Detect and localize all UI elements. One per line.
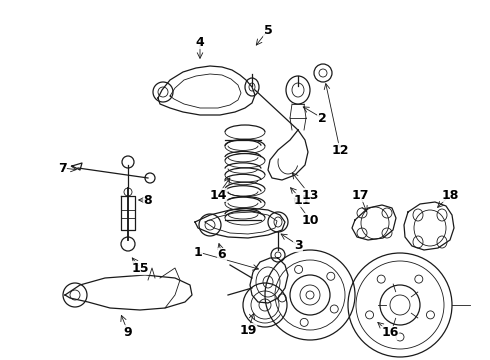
Text: 17: 17: [351, 189, 369, 202]
Text: 10: 10: [301, 213, 319, 226]
Text: 18: 18: [441, 189, 459, 202]
Text: 15: 15: [131, 261, 149, 274]
Text: 14: 14: [209, 189, 227, 202]
Text: 1: 1: [194, 246, 202, 258]
Text: 3: 3: [294, 239, 302, 252]
Text: 8: 8: [144, 194, 152, 207]
Text: 16: 16: [381, 327, 399, 339]
Text: 7: 7: [58, 162, 66, 175]
Text: 5: 5: [264, 23, 272, 36]
Text: 6: 6: [218, 248, 226, 261]
Text: 4: 4: [196, 36, 204, 49]
Text: 11: 11: [293, 194, 311, 207]
Text: 13: 13: [301, 189, 319, 202]
Text: 9: 9: [123, 325, 132, 338]
Text: 2: 2: [318, 112, 326, 125]
Text: 19: 19: [239, 324, 257, 337]
Text: 12: 12: [331, 144, 349, 157]
